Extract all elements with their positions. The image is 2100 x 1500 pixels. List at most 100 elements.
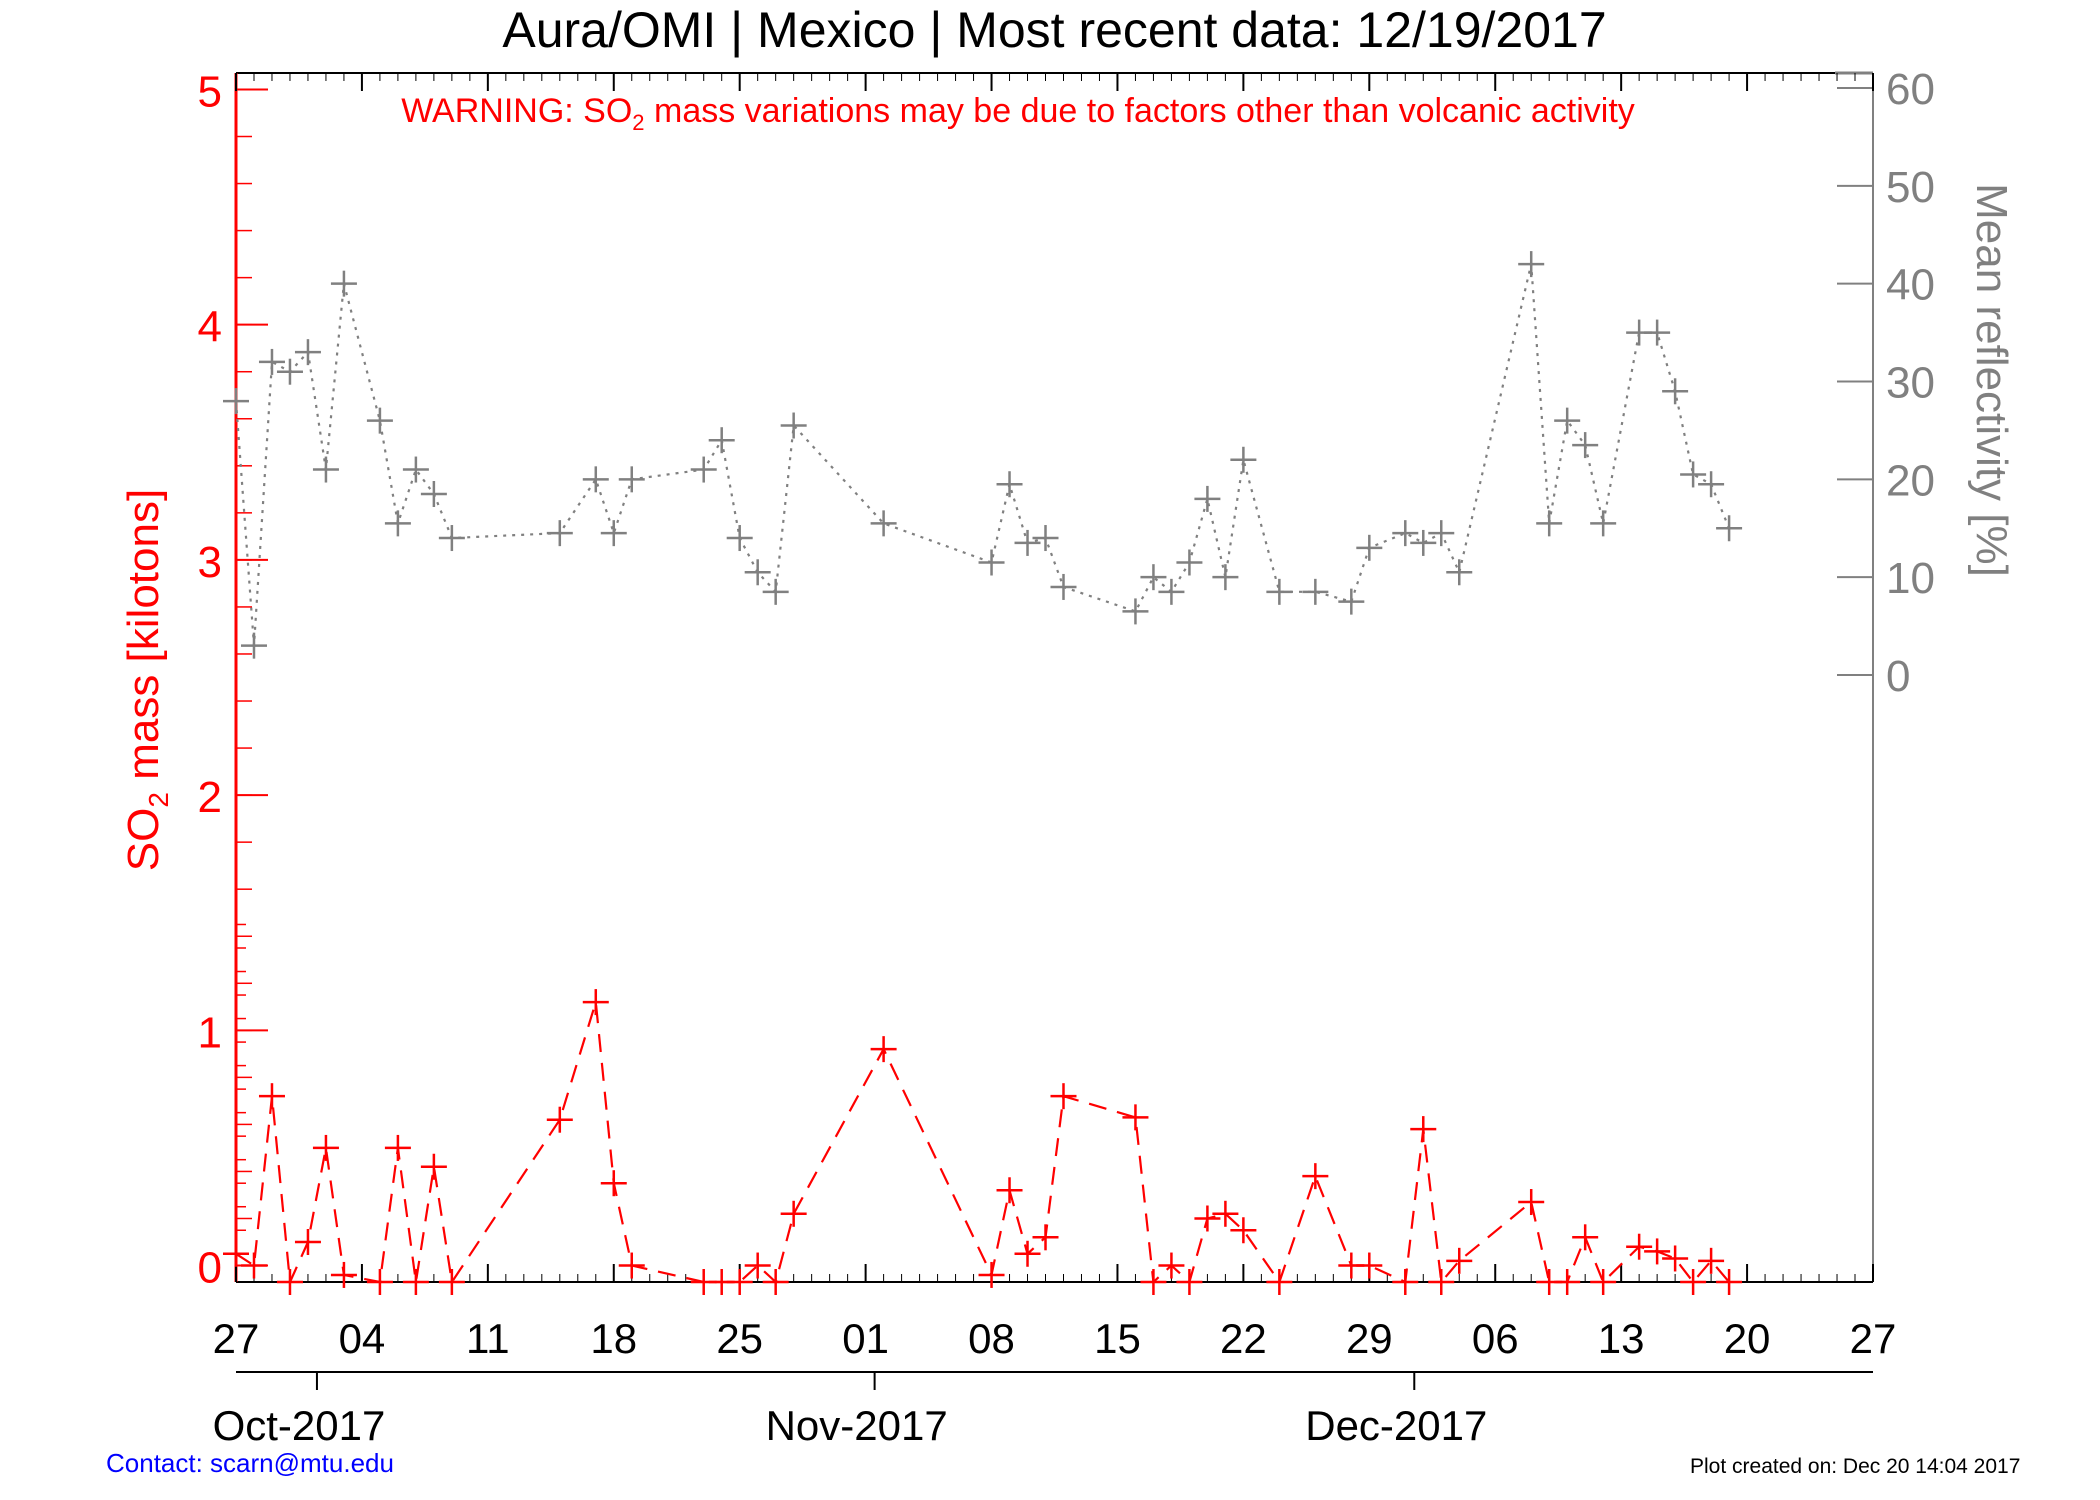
so2-point-39 <box>1392 1269 1419 1295</box>
so2-point-47 <box>1590 1269 1617 1295</box>
reflectivity-point-39 <box>1392 520 1419 547</box>
so2-point-43 <box>1518 1189 1545 1216</box>
so2-point-20 <box>762 1269 789 1295</box>
reflectivity-point-34 <box>1230 446 1257 473</box>
reflectivity-point-13 <box>582 466 609 493</box>
so2-point-50 <box>1662 1245 1689 1272</box>
so2-point-30 <box>1158 1252 1185 1279</box>
x-month-label-0: Oct-2017 <box>213 1402 386 1449</box>
right-tick-label-20: 20 <box>1886 456 1935 505</box>
so2-point-13 <box>582 989 609 1016</box>
reflectivity-point-51 <box>1680 461 1707 488</box>
x-tick-label-1: 04 <box>339 1315 386 1362</box>
so2-point-23 <box>978 1261 1005 1288</box>
so2-point-3 <box>276 1269 303 1295</box>
reflectivity-point-3 <box>276 358 303 385</box>
left-tick-label-three: 3 <box>198 538 222 587</box>
reflectivity-point-29 <box>1140 564 1167 591</box>
so2-point-49 <box>1644 1238 1671 1265</box>
right-tick-label-50: 50 <box>1886 163 1935 212</box>
so2-point-40 <box>1410 1116 1437 1143</box>
so2-point-48 <box>1626 1233 1653 1260</box>
right-tick-label-10: 10 <box>1886 554 1935 603</box>
so2-point-8 <box>384 1134 411 1161</box>
so2-point-27 <box>1050 1083 1077 1110</box>
right-tick-label-40: 40 <box>1886 261 1935 310</box>
x-tick-label-11: 13 <box>1598 1315 1645 1362</box>
right-y-axis-label: Mean reflectivity [%] <box>1967 183 2016 577</box>
reflectivity-point-11 <box>438 525 465 552</box>
so2-point-0 <box>223 1240 249 1267</box>
so2-point-28 <box>1122 1104 1149 1131</box>
so2-point-12 <box>546 1106 573 1133</box>
so2-point-18 <box>726 1269 753 1295</box>
reflectivity-point-9 <box>402 456 429 483</box>
so2-point-2 <box>258 1083 285 1110</box>
x-tick-label-6: 08 <box>968 1315 1015 1362</box>
reflectivity-point-14 <box>600 520 627 547</box>
x-month-label-1: Nov-2017 <box>766 1402 948 1449</box>
so2-point-36 <box>1302 1163 1329 1190</box>
reflectivity-point-4 <box>294 339 321 366</box>
right-tick-label-0: 0 <box>1886 652 1910 701</box>
so2-point-26 <box>1032 1224 1059 1251</box>
so2-point-7 <box>366 1269 393 1295</box>
reflectivity-point-53 <box>1716 515 1743 542</box>
reflectivity-point-30 <box>1158 578 1185 605</box>
plot-created-date: Plot created on: Dec 20 14:04 2017 <box>1690 1455 2021 1478</box>
so2-point-52 <box>1698 1247 1725 1274</box>
reflectivity-point-5 <box>312 456 339 483</box>
reflectivity-point-36 <box>1302 578 1329 605</box>
reflectivity-point-25 <box>1014 529 1041 556</box>
reflectivity-point-28 <box>1122 598 1149 625</box>
reflectivity-point-19 <box>744 559 771 586</box>
reflectivity-point-49 <box>1644 319 1671 346</box>
reflectivity-point-15 <box>618 466 645 493</box>
x-tick-label-9: 29 <box>1346 1315 1393 1362</box>
left-tick-label-zero: 0 <box>198 1244 222 1293</box>
so2-point-34 <box>1230 1217 1257 1244</box>
reflectivity-point-33 <box>1212 564 1239 591</box>
right-tick-label-60: 60 <box>1886 65 1935 114</box>
so2-point-4 <box>294 1229 321 1256</box>
so2-point-53 <box>1716 1269 1743 1295</box>
reflectivity-point-46 <box>1572 432 1599 459</box>
reflectivity-point-18 <box>726 525 753 552</box>
reflectivity-point-40 <box>1410 529 1437 556</box>
reflectivity-point-1 <box>240 632 267 659</box>
so2-point-32 <box>1194 1205 1221 1232</box>
so2-point-24 <box>996 1177 1023 1204</box>
reflectivity-point-22 <box>870 510 897 537</box>
reflectivity-point-43 <box>1518 251 1545 278</box>
so2-point-51 <box>1680 1269 1707 1295</box>
reflectivity-point-2 <box>258 348 285 375</box>
reflectivity-point-35 <box>1266 578 1293 605</box>
so2-point-46 <box>1572 1224 1599 1251</box>
so2-point-10 <box>420 1153 447 1180</box>
x-tick-label-4: 25 <box>716 1315 763 1362</box>
so2-point-11 <box>438 1269 465 1295</box>
reflectivity-point-21 <box>780 412 807 439</box>
warning-text: WARNING: SO2 mass variations may be due … <box>401 92 1635 135</box>
left-tick-label-five: 5 <box>198 67 222 116</box>
reflectivity-point-50 <box>1662 378 1689 405</box>
x-month-label-2: Dec-2017 <box>1305 1402 1487 1449</box>
reflectivity-point-24 <box>996 471 1023 498</box>
left-tick-label-two: 2 <box>198 773 222 822</box>
reflectivity-point-16 <box>690 456 717 483</box>
reflectivity-point-47 <box>1590 510 1617 537</box>
reflectivity-point-12 <box>546 520 573 547</box>
x-tick-label-8: 22 <box>1220 1315 1267 1362</box>
series-line-so2-mass <box>235 1001 1730 1287</box>
so2-point-45 <box>1554 1269 1581 1295</box>
so2-point-41 <box>1428 1269 1455 1295</box>
reflectivity-point-31 <box>1176 549 1203 576</box>
so2-point-42 <box>1446 1247 1473 1274</box>
x-tick-label-2: 11 <box>466 1315 510 1362</box>
so2-point-35 <box>1266 1269 1293 1295</box>
left-y-axis-label: SO2 mass [kilotons] <box>119 489 174 871</box>
reflectivity-point-38 <box>1356 534 1383 561</box>
contact-email[interactable]: Contact: scarn@mtu.edu <box>106 1448 394 1478</box>
so2-point-22 <box>870 1036 897 1063</box>
